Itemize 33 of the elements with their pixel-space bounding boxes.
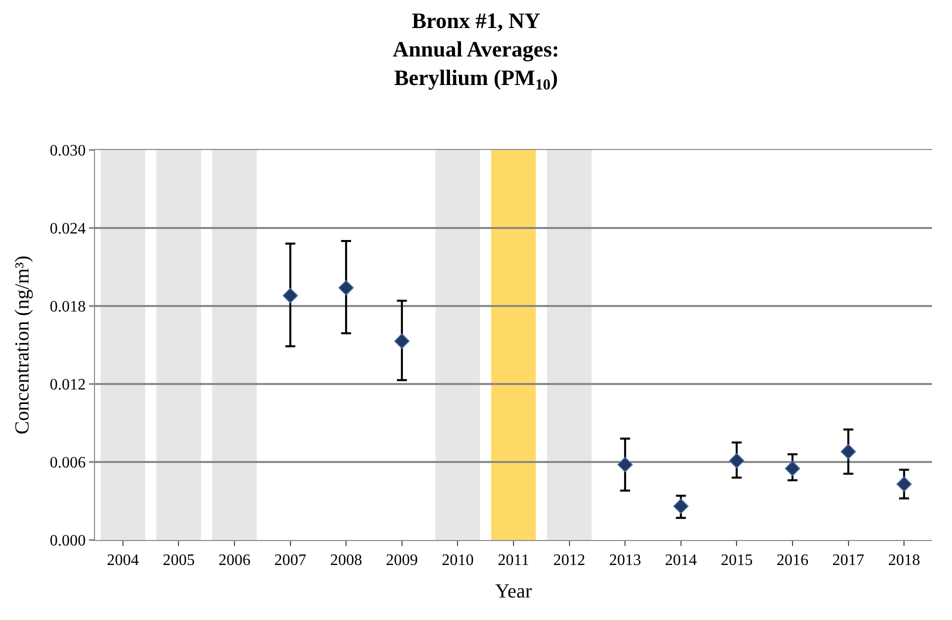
chart-title: Bronx #1, NY Annual Averages: Beryllium (PM$_{10}$) — [392, 8, 560, 94]
point — [282, 288, 298, 304]
point — [784, 460, 800, 476]
y-tick-label: 0.018 — [50, 298, 86, 316]
x-tick-label: 2017 — [832, 552, 864, 570]
x-tick-label: 2007 — [274, 552, 306, 570]
x-tick-label: 2016 — [776, 552, 808, 570]
x-tick-label: 2012 — [553, 552, 586, 570]
point — [673, 498, 689, 514]
x-tick-label: 2014 — [664, 552, 697, 570]
x-tick-label: 2009 — [386, 552, 418, 570]
x-tick-label: 2005 — [162, 552, 195, 570]
point — [617, 456, 633, 472]
y-tick-label: 0.030 — [50, 142, 86, 160]
x-tick-label: 2011 — [498, 552, 530, 570]
y-axis-title: Concentration (ng/m³) — [11, 256, 34, 434]
x-tick-label: 2018 — [888, 552, 920, 570]
x-tick-label: 2015 — [720, 552, 753, 570]
x-tick-label: 2013 — [609, 552, 642, 570]
point — [840, 444, 856, 460]
point — [729, 453, 744, 468]
y-tick-label: 0.000 — [50, 532, 86, 550]
y-tick-label: 0.012 — [50, 376, 86, 394]
y-tick-label: 0.006 — [50, 454, 86, 472]
x-tick-label: 2006 — [218, 552, 250, 570]
point — [338, 280, 354, 296]
point — [896, 476, 912, 492]
y-tick-label: 0.024 — [50, 220, 86, 238]
x-axis-title: Year — [495, 580, 532, 603]
x-tick-label: 2010 — [442, 552, 474, 570]
point — [394, 333, 410, 349]
x-tick-label: 2004 — [106, 552, 139, 570]
x-tick-label: 2008 — [330, 552, 362, 570]
